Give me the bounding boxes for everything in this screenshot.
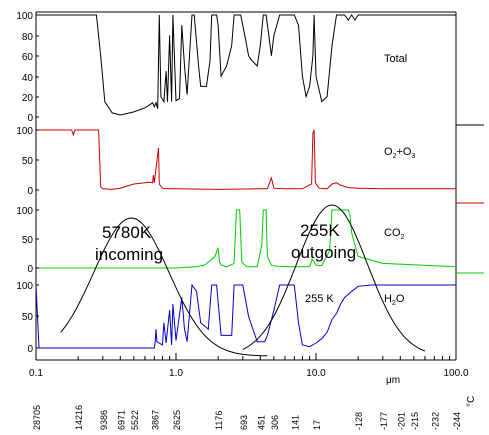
y-tick-label: 0 xyxy=(27,264,33,275)
y-tick-label: 60 xyxy=(22,52,34,63)
series-line-co2 xyxy=(36,209,457,269)
y-tick-label: 0 xyxy=(27,344,33,355)
temp-unit-label: °C xyxy=(466,396,477,407)
blackbody-255k-curve xyxy=(242,204,426,352)
temp-tick-label: 5522 xyxy=(130,410,140,430)
y-tick-label: 20 xyxy=(22,93,34,104)
panel-label-co2: CO2 xyxy=(384,227,405,241)
annotation-255k: 255K xyxy=(300,221,340,240)
y-tick-label: 100 xyxy=(16,126,33,137)
y-tick-label: 100 xyxy=(16,206,33,217)
temp-tick-label: 693 xyxy=(239,415,249,430)
o2o3-main: O xyxy=(384,146,393,158)
temp-tick-label: 6971 xyxy=(116,410,126,430)
y-tick-label: 0 xyxy=(27,186,33,197)
temp-tick-label: 9386 xyxy=(99,410,109,430)
o2o3-sub1: 2 xyxy=(393,153,397,160)
temp-tick-label: 17 xyxy=(312,420,322,430)
panel-frames xyxy=(35,11,457,361)
h2o-main: H xyxy=(384,293,392,305)
series-curves xyxy=(35,14,484,349)
temp-tick-label: 28705 xyxy=(32,405,42,430)
panel-label-total: Total xyxy=(384,53,407,65)
temp-tick-label: 451 xyxy=(256,415,266,430)
series-line-h2o xyxy=(35,283,456,349)
y-tick-label: 50 xyxy=(22,156,34,167)
series-line-total xyxy=(36,14,456,116)
annotation-incoming: incoming xyxy=(95,245,163,264)
panel-label-h2o: H2O xyxy=(384,293,405,307)
temperature-tick-labels: 28705 14216 9386 6971 5522 3867 2625 1176 693 451… xyxy=(32,405,462,430)
temp-tick-label: -215 xyxy=(410,412,420,430)
y-tick-label: 50 xyxy=(22,312,34,323)
temp-tick-label: -201 xyxy=(396,412,406,430)
y-tick-label: 100 xyxy=(16,281,33,292)
o2o3-sub2: 3 xyxy=(411,153,415,160)
y-tick-label: 100 xyxy=(16,11,33,22)
blackbody-5780k-curve xyxy=(60,217,268,357)
annotation-5780k: 5780K xyxy=(102,223,152,242)
annotation-outgoing: outgoing xyxy=(291,243,356,262)
h2o-tail: O xyxy=(396,293,405,305)
h2o-sub: 2 xyxy=(392,300,396,307)
y-tick-label: 50 xyxy=(22,235,34,246)
y-tick-label: 80 xyxy=(22,32,34,43)
y-tick-label: 0 xyxy=(27,113,33,124)
series-line-o2o3 xyxy=(36,129,456,190)
panel-label-o2o3: O2+O3 xyxy=(384,146,415,160)
y-tick-labels: 0 20 40 60 80 100 0 50 100 0 50 100 0 50 100 xyxy=(16,11,39,355)
temp-tick-label: -244 xyxy=(452,412,462,430)
temp-tick-label: 3867 xyxy=(150,410,160,430)
x-tick-label: 100.0 xyxy=(443,368,468,379)
co2-sub: 2 xyxy=(401,234,405,241)
temp-tick-label: -128 xyxy=(354,412,364,430)
x-tick-labels: 0.1 1.0 10.0 100.0 xyxy=(29,368,469,379)
temp-tick-label: -232 xyxy=(430,412,440,430)
temp-tick-label: 306 xyxy=(270,415,280,430)
temp-tick-label: 1176 xyxy=(214,411,224,430)
annotation-255k-inner: 255 K xyxy=(305,293,334,305)
x-tick-label: 10.0 xyxy=(306,368,326,379)
x-tick-label: 1.0 xyxy=(169,368,183,379)
co2-main: CO xyxy=(384,227,401,239)
o2o3-mid: +O xyxy=(396,146,411,158)
x-tick-label: 0.1 xyxy=(29,368,43,379)
x-unit-label: μm xyxy=(386,375,400,386)
y-tick-label: 40 xyxy=(22,73,34,84)
temp-tick-label: -177 xyxy=(379,412,389,430)
temp-tick-label: 141 xyxy=(290,415,300,430)
x-tick-marks xyxy=(35,353,457,360)
blackbody-curves xyxy=(60,204,426,357)
temp-tick-label: 2625 xyxy=(172,410,182,430)
temp-tick-label: 14216 xyxy=(74,405,84,430)
